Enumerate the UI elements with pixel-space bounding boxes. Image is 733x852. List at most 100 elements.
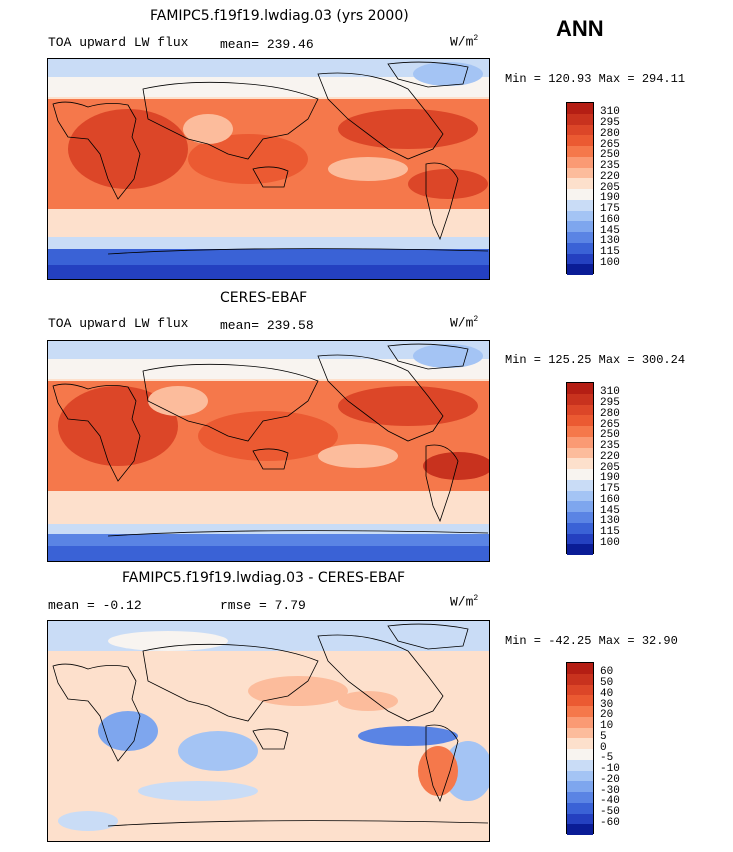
colorbar-swatch xyxy=(567,792,593,803)
colorbar-swatch xyxy=(567,415,593,426)
colorbar-swatch xyxy=(567,189,593,200)
colorbar-tick-label: 60 xyxy=(600,666,614,679)
colorbar-swatch xyxy=(567,253,593,265)
colorbar-tick-label: 280 xyxy=(600,127,620,140)
colorbar-tick-label: -5 xyxy=(600,752,614,765)
colorbar-swatch xyxy=(567,210,593,222)
colorbar-tick-label: 265 xyxy=(600,138,620,151)
variable-label: TOA upward LW flux xyxy=(48,316,189,331)
units-label: W/m2 xyxy=(450,34,479,50)
panel-title: FAMIPC5.f19f19.lwdiag.03 (yrs 2000) xyxy=(150,8,409,24)
colorbar-swatch xyxy=(567,759,593,771)
mean-label: mean= 239.46 xyxy=(220,37,314,52)
colorbar-swatch xyxy=(567,544,593,555)
rmse-value: 7.79 xyxy=(274,598,306,613)
colorbar-tick-label: 220 xyxy=(600,450,620,463)
colorbar-tick-label: -50 xyxy=(600,806,620,818)
colorbar-swatch xyxy=(567,156,593,168)
colorbar-tick-label: 265 xyxy=(600,418,620,431)
colorbar-tick-label: 205 xyxy=(600,181,620,194)
colorbar-tick-label: 235 xyxy=(600,160,620,172)
colorbar-tick-label: -60 xyxy=(600,816,620,829)
colorbar-swatch xyxy=(567,501,593,512)
panel-title: FAMIPC5.f19f19.lwdiag.03 - CERES-EBAF xyxy=(122,570,406,586)
colorbar-tick-label: 175 xyxy=(600,483,620,495)
colorbar-tick-label: 295 xyxy=(600,397,620,409)
colorbar-swatch xyxy=(567,221,593,232)
colorbar-swatch xyxy=(567,802,593,814)
colorbar-tick-label: 10 xyxy=(600,720,614,732)
colorbar-swatch xyxy=(567,663,593,674)
map-field xyxy=(48,621,489,841)
colorbar-swatch xyxy=(567,113,593,125)
colorbar-tick-label: -30 xyxy=(600,784,620,797)
colorbar-tick-label: 20 xyxy=(600,709,614,722)
rmse-label: rmse = 7.79 xyxy=(220,598,306,613)
units-label: W/m2 xyxy=(450,315,479,331)
colorbar-tick-label: 280 xyxy=(600,407,620,420)
colorbar-swatch xyxy=(567,124,593,136)
colorbar-swatch xyxy=(567,490,593,502)
colorbar-tick-label: 250 xyxy=(600,429,620,442)
colorbar xyxy=(566,102,594,275)
map-difference xyxy=(47,620,490,842)
colorbar-tick-label: 5 xyxy=(600,730,607,743)
mean-value: 239.58 xyxy=(266,318,314,333)
colorbar-tick-label: 145 xyxy=(600,504,620,517)
colorbar-swatch xyxy=(567,738,593,749)
colorbar-swatch xyxy=(567,824,593,835)
map-model xyxy=(47,58,490,280)
colorbar-swatch xyxy=(567,167,593,179)
colorbar-swatch xyxy=(567,770,593,782)
map-observations xyxy=(47,340,490,562)
colorbar-tick-label: 145 xyxy=(600,224,620,237)
colorbar-tick-label: 100 xyxy=(600,256,620,269)
colorbar-swatch xyxy=(567,103,593,114)
colorbar-swatch xyxy=(567,199,593,211)
colorbar-swatch xyxy=(567,426,593,437)
colorbar-tick-label: 310 xyxy=(600,106,620,119)
colorbar-tick-label: 130 xyxy=(600,515,620,528)
colorbar-swatch xyxy=(567,684,593,696)
colorbar-swatch xyxy=(567,533,593,545)
min-max-label: Min = -42.25 Max = 32.90 xyxy=(505,634,678,648)
colorbar-swatch xyxy=(567,146,593,157)
colorbar-swatch xyxy=(567,383,593,394)
colorbar-tick-label: 205 xyxy=(600,461,620,474)
map-field xyxy=(48,341,489,561)
colorbar-swatch xyxy=(567,695,593,706)
colorbar-swatch xyxy=(567,232,593,243)
colorbar-swatch xyxy=(567,447,593,459)
variable-label: TOA upward LW flux xyxy=(48,35,189,50)
colorbar-swatch xyxy=(567,522,593,534)
colorbar xyxy=(566,662,594,835)
colorbar-swatch xyxy=(567,393,593,405)
mean-label: mean= 239.58 xyxy=(220,318,314,333)
colorbar xyxy=(566,382,594,555)
units-label: W/m2 xyxy=(450,594,479,610)
colorbar-swatch xyxy=(567,135,593,146)
colorbar-tick-label: 160 xyxy=(600,493,620,506)
colorbar-tick-label: 130 xyxy=(600,235,620,248)
colorbar-swatch xyxy=(567,813,593,825)
colorbar-swatch xyxy=(567,512,593,523)
colorbar-tick-label: 295 xyxy=(600,117,620,129)
colorbar-tick-label: -40 xyxy=(600,795,620,808)
colorbar-swatch xyxy=(567,706,593,717)
colorbar-swatch xyxy=(567,479,593,491)
colorbar-swatch xyxy=(567,781,593,792)
colorbar-tick-label: 310 xyxy=(600,386,620,399)
colorbar-swatch xyxy=(567,716,593,728)
colorbar-swatch xyxy=(567,242,593,254)
colorbar-swatch xyxy=(567,727,593,739)
min-max-label: Min = 125.25 Max = 300.24 xyxy=(505,353,686,367)
colorbar-tick-label: 30 xyxy=(600,698,614,711)
colorbar-swatch xyxy=(567,404,593,416)
map-field xyxy=(48,59,489,279)
colorbar-tick-label: 50 xyxy=(600,677,614,689)
mean-value: 239.46 xyxy=(266,37,314,52)
colorbar-tick-label: 250 xyxy=(600,149,620,162)
colorbar-tick-label: -10 xyxy=(600,763,620,775)
colorbar-tick-label: 190 xyxy=(600,472,620,485)
season-label: ANN xyxy=(556,16,604,41)
